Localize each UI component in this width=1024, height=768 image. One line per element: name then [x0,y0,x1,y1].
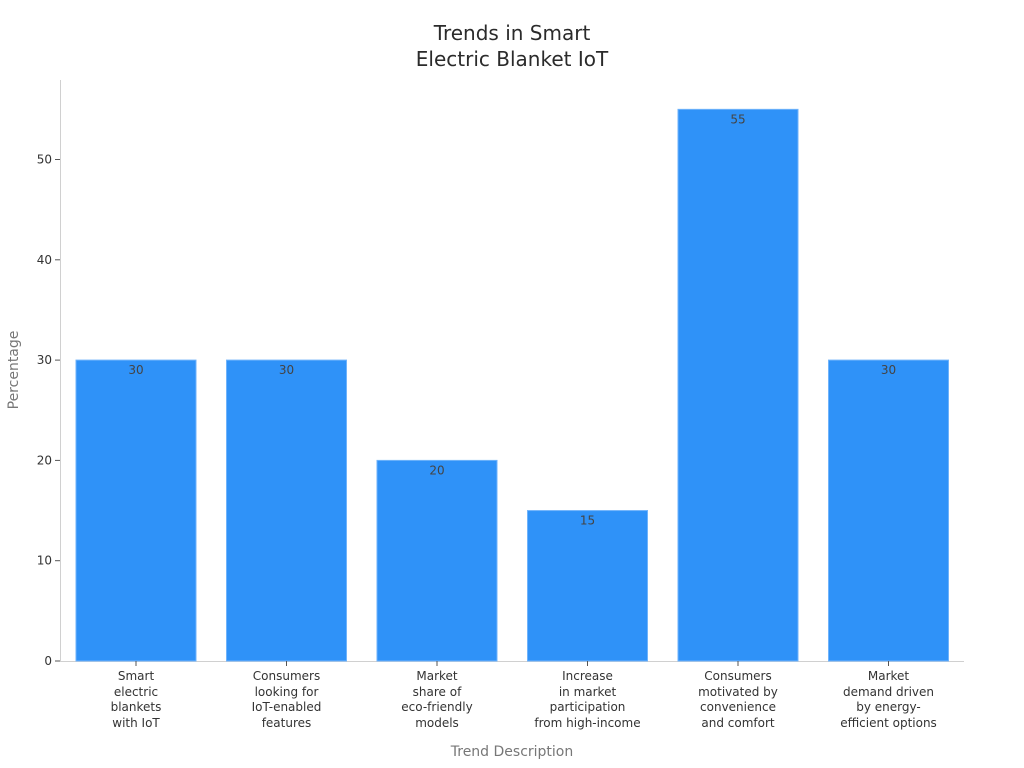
bar [75,359,197,662]
bar [226,359,347,662]
y-tick-label: 50 [37,153,52,167]
x-tick-label: Market demand driven by energy-efficient o… [840,669,937,730]
bar-value-label: 15 [580,514,595,528]
x-tick-label: Increase in market participation from high-… [534,669,641,730]
bar [376,459,498,662]
chart-title-line-1: Trends in Smart [433,21,591,45]
x-tick-label: Smart electric blankets with IoT [110,669,162,730]
chart-title-line-2: Electric Blanket IoT [415,47,609,71]
x-tick-label: Market share of eco-friendly models [401,669,473,730]
bar-value-label: 55 [730,112,745,126]
bar-value-label: 30 [279,363,294,377]
bar [677,108,799,662]
x-tick-label: Consumers looking for IoT-enabled features [251,669,322,730]
y-tick-label: 10 [37,554,52,568]
bar [527,510,648,662]
y-axis-ticks: 0 10 20 30 40 50 [37,153,60,668]
bars: 30 30 20 15 55 30 [75,108,949,666]
y-tick-label: 20 [37,453,52,467]
x-tick-label: Consumers motivated by convenience and comf… [698,669,778,730]
x-axis-title: Trend Description [450,744,574,760]
y-tick-label: 40 [37,253,52,267]
y-tick-label: 0 [44,654,52,668]
bar [828,359,949,662]
bar-value-label: 30 [881,363,896,377]
y-tick-label: 30 [37,353,52,367]
y-axis-title: Percentage [6,331,22,410]
bar-value-label: 20 [429,463,444,477]
bar-value-label: 30 [128,363,143,377]
